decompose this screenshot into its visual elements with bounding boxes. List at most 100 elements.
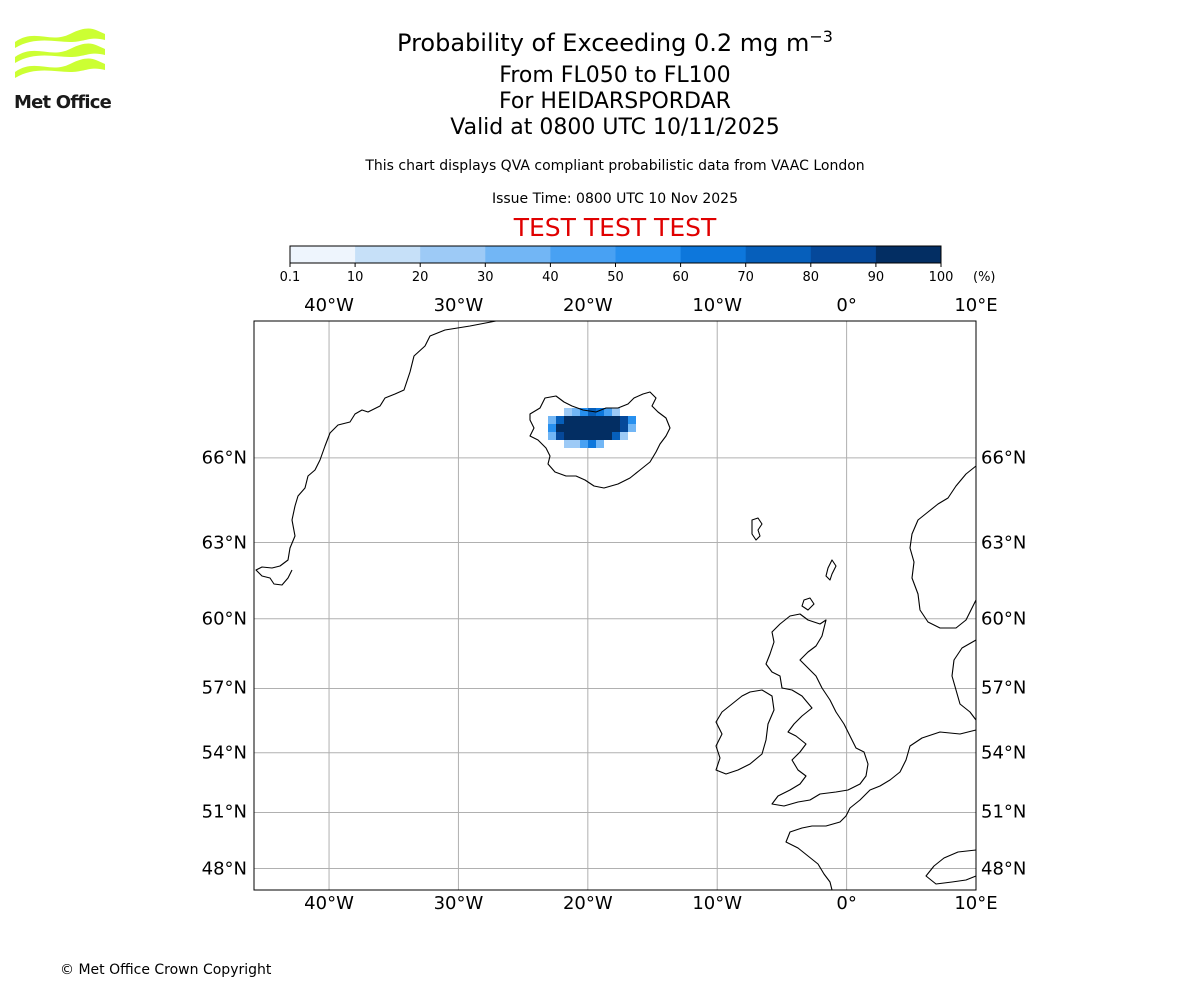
probability-cell — [572, 424, 580, 432]
colorbar-tick-label: 60 — [672, 270, 689, 285]
probability-cell — [580, 416, 588, 424]
probability-cell — [556, 416, 564, 424]
probability-cell — [556, 432, 564, 440]
coastline-alps — [925, 849, 977, 885]
longitude-label: 30°W — [433, 893, 484, 914]
longitude-label: 0° — [836, 893, 857, 914]
probability-cell — [596, 408, 604, 416]
probability-cell — [628, 416, 636, 424]
colorbar — [289, 245, 942, 267]
chart-description: This chart displays QVA compliant probab… — [365, 158, 865, 174]
longitude-label: 10°E — [954, 893, 998, 914]
latitude-label: 48°N — [981, 858, 1027, 879]
probability-cell — [612, 432, 620, 440]
colorbar-tick-label: 70 — [737, 270, 754, 285]
colorbar-tick-label: 50 — [607, 270, 624, 285]
colorbar-tick-label: 90 — [867, 270, 885, 285]
colorbar-unit: (%) — [973, 270, 996, 285]
copyright: © Met Office Crown Copyright — [60, 962, 272, 978]
probability-cell — [580, 432, 588, 440]
probability-cell — [604, 416, 612, 424]
probability-cell — [612, 424, 620, 432]
longitude-label: 0° — [836, 295, 857, 316]
colorbar-cell — [615, 246, 682, 263]
coastline-shetland — [825, 559, 837, 581]
longitude-label: 30°W — [433, 295, 484, 316]
probability-cell — [580, 440, 588, 448]
probability-cell — [620, 432, 628, 440]
probability-cell — [628, 424, 636, 432]
latitude-label: 66°N — [201, 447, 247, 469]
colorbar-cell — [290, 246, 356, 263]
colorbar-cell — [680, 246, 747, 263]
colorbar-cell — [810, 246, 877, 263]
probability-cell — [596, 424, 604, 432]
probability-cell — [596, 416, 604, 424]
colorbar-tick-label: 80 — [802, 270, 820, 285]
probability-cell — [556, 424, 564, 432]
colorbar-tick-label: 10 — [346, 270, 364, 285]
probability-cell — [596, 440, 604, 448]
latitude-label: 63°N — [981, 532, 1027, 553]
probability-cell — [564, 432, 572, 440]
latitude-label: 48°N — [201, 858, 247, 879]
met-office-logo-graphic — [15, 28, 105, 78]
probability-cell — [572, 440, 580, 448]
probability-cell — [572, 432, 580, 440]
probability-cell — [572, 408, 580, 416]
colorbar-tick-label: 100 — [928, 270, 954, 285]
colorbar-cell — [550, 246, 616, 263]
coastline-orkney — [801, 597, 815, 611]
probability-cell — [588, 416, 596, 424]
colorbar-tick-label: 0.1 — [279, 270, 301, 285]
latitude-label: 51°N — [201, 801, 247, 823]
latitude-label: 57°N — [981, 677, 1027, 699]
colorbar-tick-label: 20 — [411, 270, 429, 285]
probability-cell — [580, 408, 588, 416]
met-office-logo-text: Met Office — [14, 92, 112, 113]
probability-cell — [612, 408, 620, 416]
probability-cell — [564, 424, 572, 432]
longitude-label: 10°W — [692, 295, 743, 316]
probability-cell — [604, 424, 612, 432]
latitude-label: 60°N — [201, 608, 247, 630]
probability-cell — [612, 416, 620, 424]
probability-cell — [548, 424, 556, 432]
longitude-label: 10°E — [954, 295, 998, 316]
coastline-continent — [785, 729, 977, 891]
probability-cell — [588, 424, 596, 432]
colorbar-cell — [745, 246, 812, 263]
flight-level-range: From FL050 to FL100 — [499, 63, 731, 88]
probability-cell — [588, 440, 596, 448]
probability-cell — [588, 432, 596, 440]
probability-cell — [580, 424, 588, 432]
longitude-label: 10°W — [692, 893, 743, 914]
colorbar-cell — [420, 246, 486, 263]
colorbar-cell — [875, 246, 942, 263]
coastline-greenland — [255, 320, 497, 586]
colorbar-cell — [485, 246, 551, 263]
colorbar-cell — [355, 246, 421, 263]
latitude-label: 51°N — [981, 801, 1027, 823]
latitude-label: 54°N — [201, 742, 247, 764]
latitude-label: 54°N — [981, 742, 1027, 764]
valid-time: Valid at 0800 UTC 10/11/2025 — [450, 115, 780, 140]
longitude-label: 40°W — [304, 893, 354, 914]
probability-cell — [564, 416, 572, 424]
colorbar-tick-label: 40 — [542, 270, 559, 285]
coastline-faroe — [751, 517, 763, 541]
probability-cell — [572, 416, 580, 424]
coastline-great-britain — [765, 613, 869, 807]
test-banner: TEST TEST TEST — [513, 213, 717, 242]
probability-cell — [604, 432, 612, 440]
latitude-label: 60°N — [981, 608, 1027, 630]
probability-cell — [604, 408, 612, 416]
latitude-label: 57°N — [201, 677, 247, 699]
probability-cell — [588, 408, 596, 416]
coastline-denmark — [951, 639, 977, 721]
probability-cell — [548, 416, 556, 424]
longitude-label: 40°W — [304, 295, 354, 316]
probability-cell — [620, 424, 628, 432]
map-frame — [253, 320, 977, 891]
latitude-label: 63°N — [201, 532, 247, 553]
